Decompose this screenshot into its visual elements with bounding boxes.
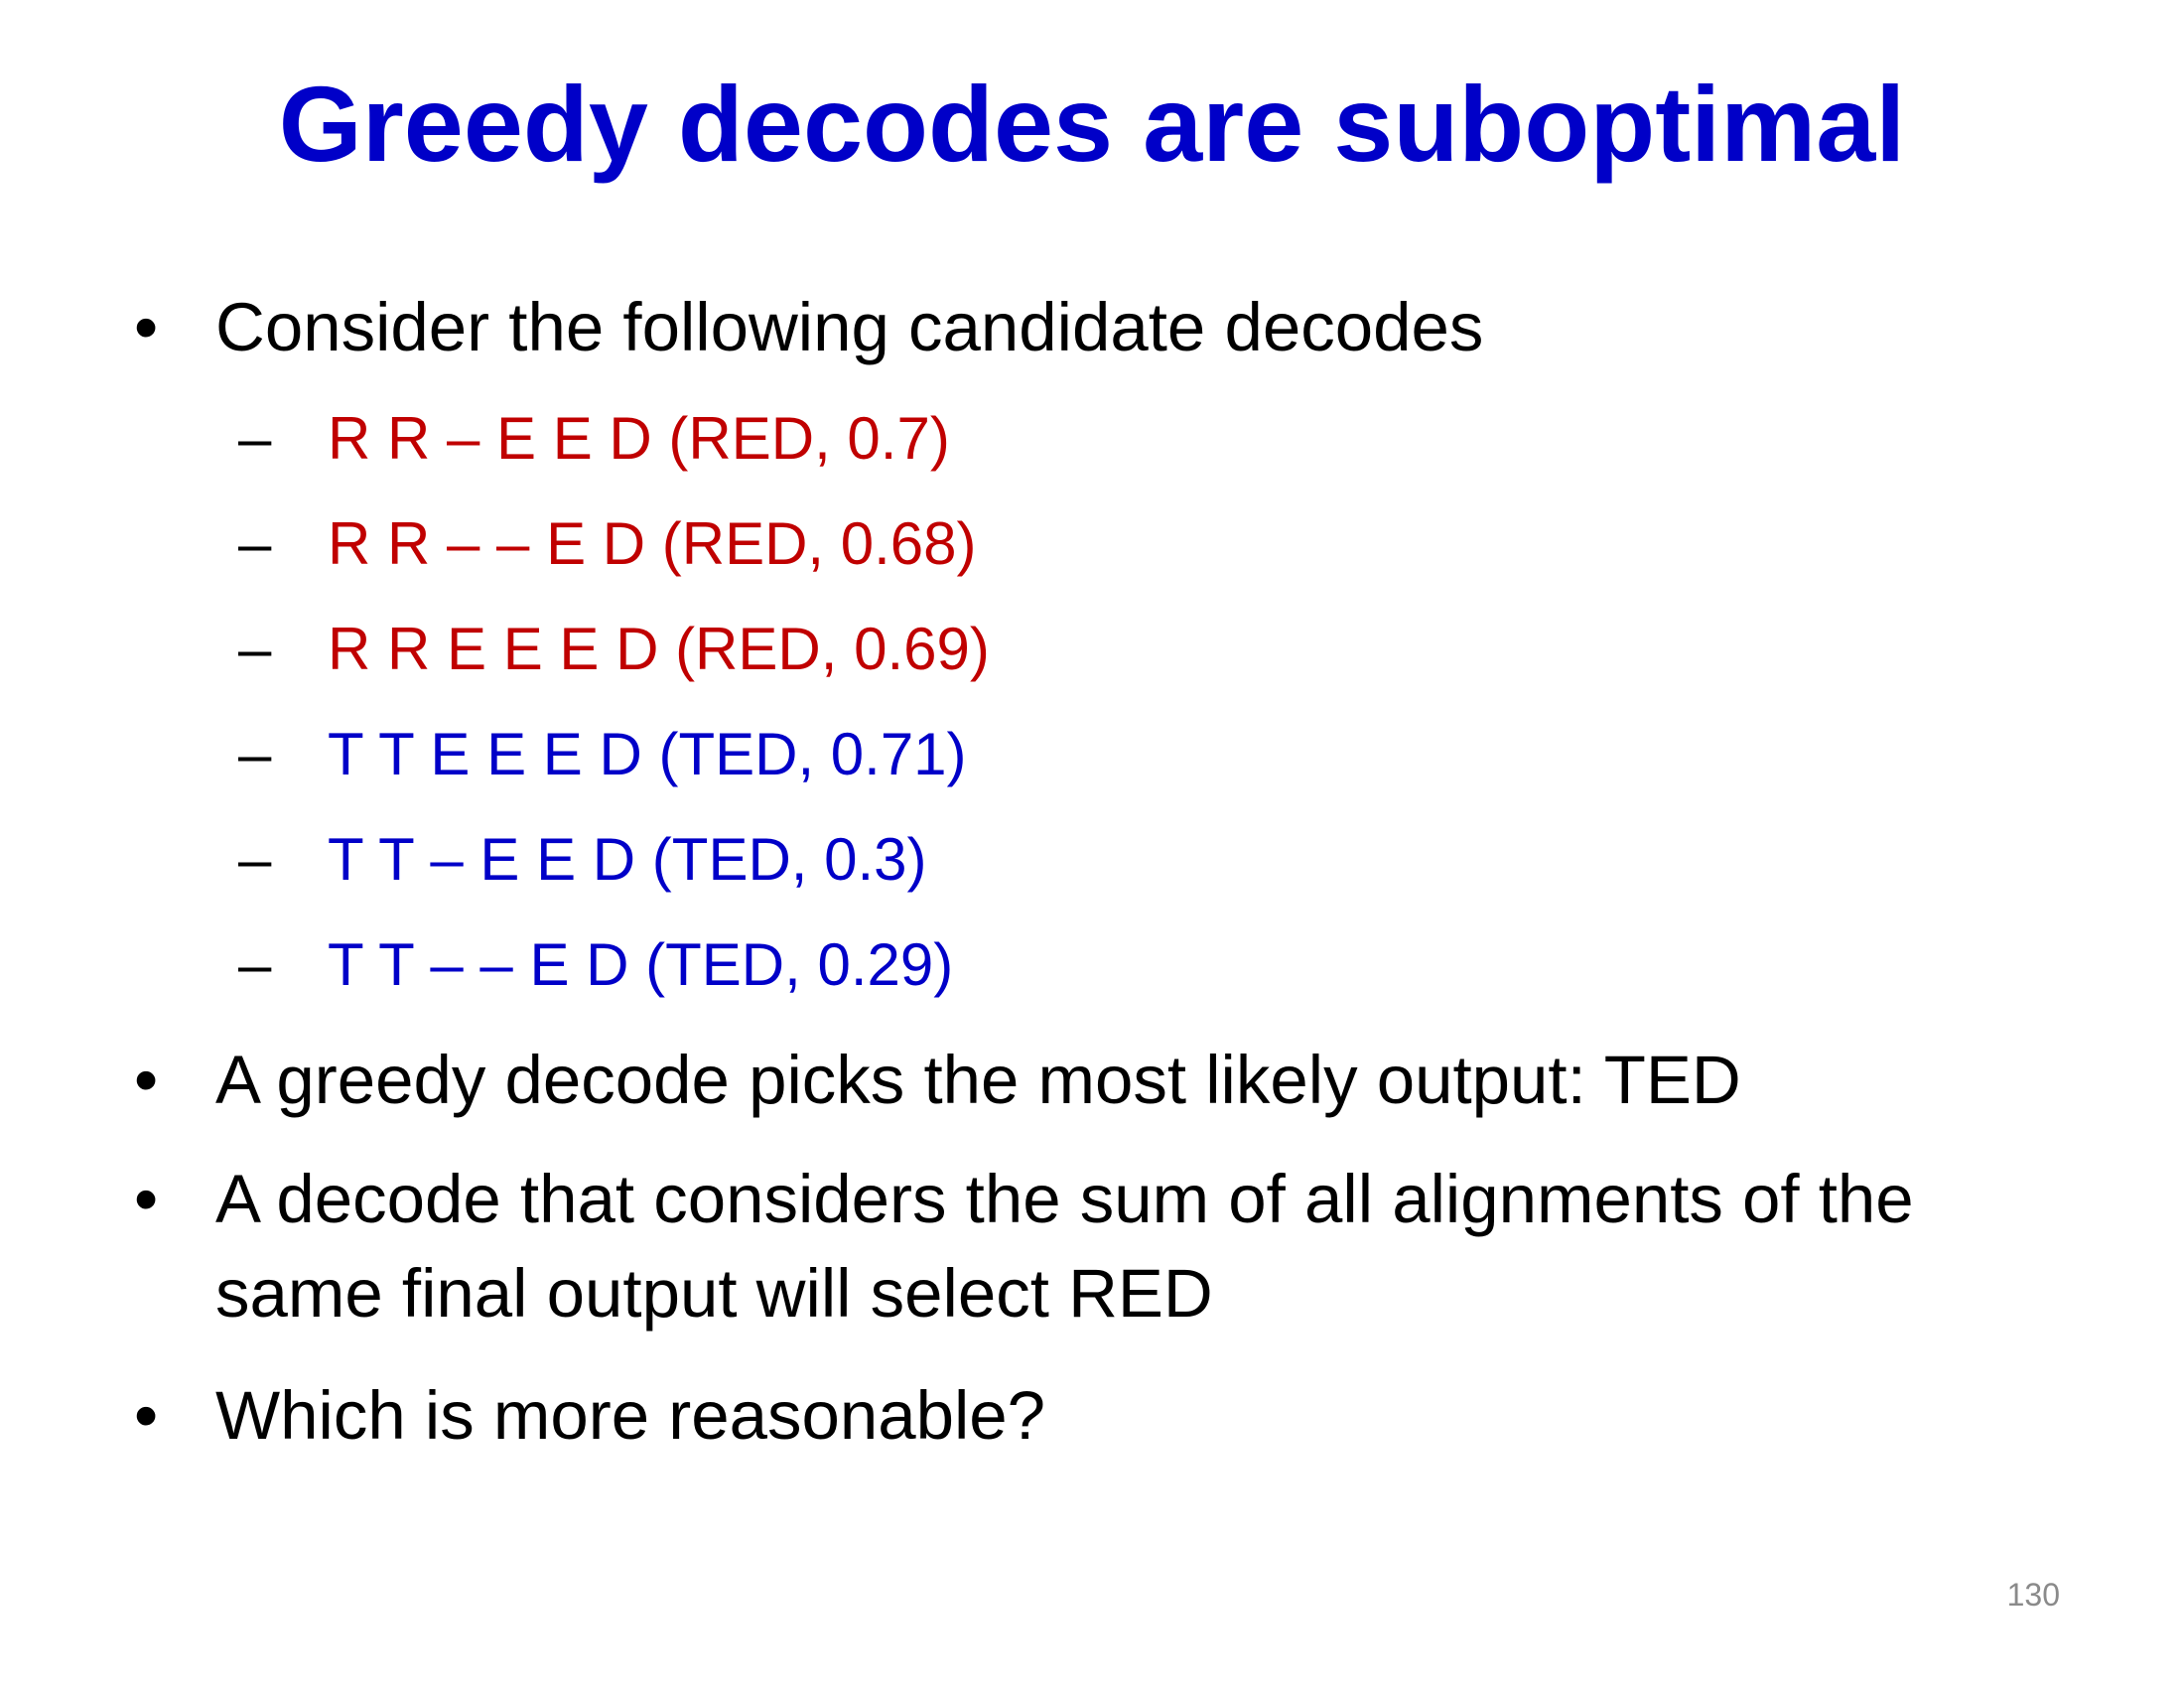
- sub-bullet-marker: –: [238, 826, 272, 893]
- candidate-decode: – T T E E E D (TED, 0.71): [238, 715, 967, 794]
- bullet-item: • A decode that considers the sum of all…: [134, 1152, 2080, 1340]
- bullet-text: Which is more reasonable?: [215, 1377, 1046, 1454]
- candidate-decode: – T T – – E D (TED, 0.29): [238, 925, 953, 1005]
- candidate-text: T T – E E D (TED, 0.3): [328, 826, 927, 893]
- sub-bullet-marker: –: [238, 931, 272, 998]
- sub-bullet-marker: –: [238, 616, 272, 682]
- candidate-decode: – R R – – E D (RED, 0.68): [238, 504, 977, 584]
- candidate-text: T T – – E D (TED, 0.29): [328, 931, 954, 998]
- bullet-text: A greedy decode picks the most likely ou…: [215, 1042, 1741, 1118]
- bullet-marker: •: [134, 1377, 159, 1454]
- bullet-item: • Which is more reasonable?: [134, 1368, 2080, 1463]
- page-number: 130: [2006, 1577, 2060, 1613]
- candidate-text: R R E E E D (RED, 0.69): [328, 616, 990, 682]
- candidate-decode: – R R E E E D (RED, 0.69): [238, 610, 990, 689]
- candidate-decode: – R R – E E D (RED, 0.7): [238, 399, 950, 479]
- slide-title: Greedy decodes are suboptimal: [278, 64, 1906, 184]
- sub-bullet-marker: –: [238, 510, 272, 577]
- bullet-marker: •: [134, 289, 159, 365]
- bullet-text: Consider the following candidate decodes: [215, 289, 1484, 365]
- bullet-text: A decode that considers the sum of all a…: [215, 1161, 1914, 1332]
- bullet-marker: •: [134, 1161, 159, 1237]
- candidate-decode: – T T – E E D (TED, 0.3): [238, 820, 927, 900]
- candidate-text: T T E E E D (TED, 0.71): [328, 721, 967, 787]
- candidate-text: R R – – E D (RED, 0.68): [328, 510, 977, 577]
- bullet-item: • Consider the following candidate decod…: [134, 280, 2080, 374]
- bullet-marker: •: [134, 1042, 159, 1118]
- sub-bullet-marker: –: [238, 405, 272, 472]
- bullet-item: • A greedy decode picks the most likely …: [134, 1033, 2080, 1127]
- candidate-text: R R – E E D (RED, 0.7): [328, 405, 950, 472]
- sub-bullet-marker: –: [238, 721, 272, 787]
